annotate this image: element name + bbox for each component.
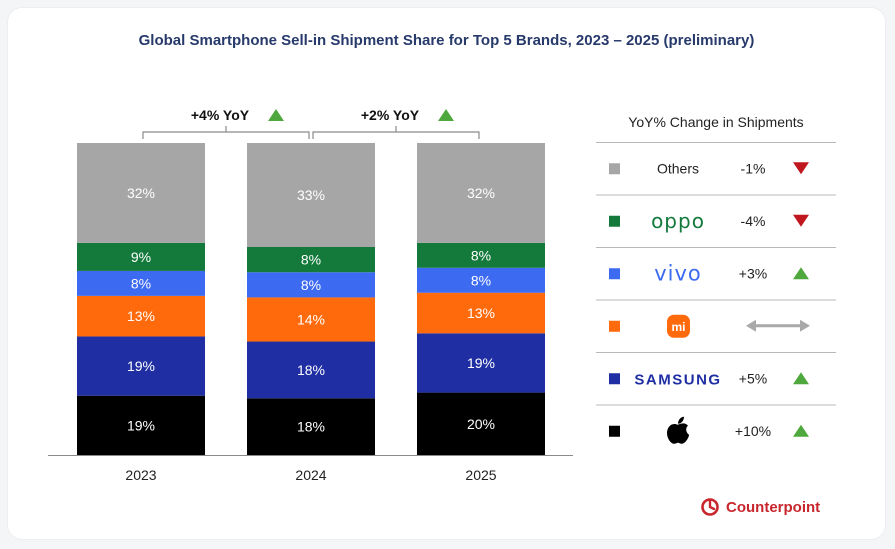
stacked-bar-chart: 19% 19% 13% 8% 9% 32% 2023 18% 18% 14% 8% 8% 33% 2024…: [48, 107, 836, 483]
growth-bracket-1: [312, 131, 480, 139]
data-label-oppo-2023: 9%: [131, 249, 151, 265]
bar-segment-xiaomi-2024: [247, 297, 375, 342]
counterpoint-text: Counterpoint: [726, 498, 821, 516]
legend-change-oppo: -4%: [741, 213, 766, 229]
data-label-apple-2025: 20%: [467, 416, 495, 432]
bar-segment-vivo-2025: [417, 267, 545, 293]
legend-swatch-others: [609, 163, 620, 175]
data-label-vivo-2025: 8%: [471, 272, 491, 288]
legend-label-others: Others: [657, 160, 699, 176]
data-label-xiaomi-2025: 13%: [467, 305, 495, 321]
bar-segment-samsung-2025: [417, 333, 545, 393]
bar-segment-others-2023: [77, 143, 205, 243]
x-tick-label-2024: 2024: [295, 467, 326, 483]
xiaomi-logo-icon: [667, 314, 690, 338]
growth-label-1: +2% YoY: [361, 107, 420, 123]
legend-down-arrow-oppo: [793, 214, 809, 227]
data-label-samsung-2023: 19%: [127, 358, 155, 374]
data-label-oppo-2024: 8%: [301, 252, 321, 268]
data-label-others-2025: 32%: [467, 185, 495, 201]
legend-up-arrow-samsung: [793, 372, 809, 385]
apple-logo-leaf-icon: [678, 416, 684, 424]
legend-label-samsung: SAMSUNG: [634, 371, 721, 388]
legend-title: YoY% Change in Shipments: [628, 114, 804, 130]
legend-label-xiaomi: mi: [671, 320, 685, 334]
legend-swatch-apple: [609, 425, 620, 437]
legend-swatch-samsung: [609, 373, 620, 385]
bar-segment-others-2025: [417, 143, 545, 243]
data-label-vivo-2024: 8%: [301, 277, 321, 293]
bar-segment-apple-2025: [417, 392, 545, 455]
data-label-apple-2023: 19%: [127, 417, 155, 433]
bar-segment-xiaomi-2023: [77, 295, 205, 337]
data-label-others-2023: 32%: [127, 185, 155, 201]
chart-card: Global Smartphone Sell-in Shipment Share…: [8, 8, 885, 539]
legend-swatch-xiaomi: [609, 320, 620, 332]
legend-change-vivo: +3%: [739, 265, 767, 281]
x-tick-label-2025: 2025: [465, 467, 496, 483]
legend-up-arrow-apple: [793, 424, 809, 437]
growth-label-0: +4% YoY: [191, 107, 250, 123]
data-label-others-2024: 33%: [297, 187, 325, 203]
data-label-vivo-2023: 8%: [131, 275, 151, 291]
data-label-apple-2024: 18%: [297, 419, 325, 435]
chart-title: Global Smartphone Sell-in Shipment Share…: [138, 32, 755, 49]
legend-down-arrow-others: [793, 162, 809, 175]
bar-segment-oppo-2023: [77, 242, 205, 271]
bar-segment-oppo-2024: [247, 247, 375, 273]
growth-up-arrow-1: [438, 109, 454, 121]
legend-change-samsung: +5%: [739, 370, 767, 386]
counterpoint-icon: [701, 498, 719, 516]
apple-logo-icon: [667, 423, 689, 444]
bar-segment-apple-2024: [247, 398, 375, 455]
bar-segment-xiaomi-2025: [417, 292, 545, 334]
legend-flat-arrow-left-icon: [746, 319, 756, 332]
legend-swatch-oppo: [609, 215, 620, 227]
growth-up-arrow-0: [268, 109, 284, 121]
bar-segment-vivo-2023: [77, 270, 205, 296]
bar-segment-samsung-2023: [77, 336, 205, 396]
legend-change-others: -1%: [741, 160, 766, 176]
x-tick-label-2023: 2023: [125, 467, 156, 483]
data-label-oppo-2025: 8%: [471, 247, 491, 263]
bar-segment-oppo-2025: [417, 242, 545, 268]
data-label-samsung-2024: 18%: [297, 362, 325, 378]
legend-flat-arrow-right-icon: [800, 319, 810, 332]
legend-change-apple: +10%: [735, 423, 771, 439]
legend-swatch-vivo: [609, 268, 620, 280]
bar-segment-others-2024: [247, 143, 375, 247]
legend-label-vivo: vivo: [654, 261, 702, 285]
data-label-samsung-2025: 19%: [467, 355, 495, 371]
bar-segment-apple-2023: [77, 395, 205, 455]
counterpoint-logo: Counterpoint: [700, 496, 820, 518]
data-label-xiaomi-2024: 14%: [297, 311, 325, 327]
bar-segment-vivo-2024: [247, 272, 375, 298]
legend-label-oppo: oppo: [651, 209, 705, 233]
bar-segment-samsung-2024: [247, 341, 375, 399]
data-label-xiaomi-2023: 13%: [127, 308, 155, 324]
legend-up-arrow-vivo: [793, 267, 809, 280]
growth-bracket-0: [142, 131, 310, 139]
